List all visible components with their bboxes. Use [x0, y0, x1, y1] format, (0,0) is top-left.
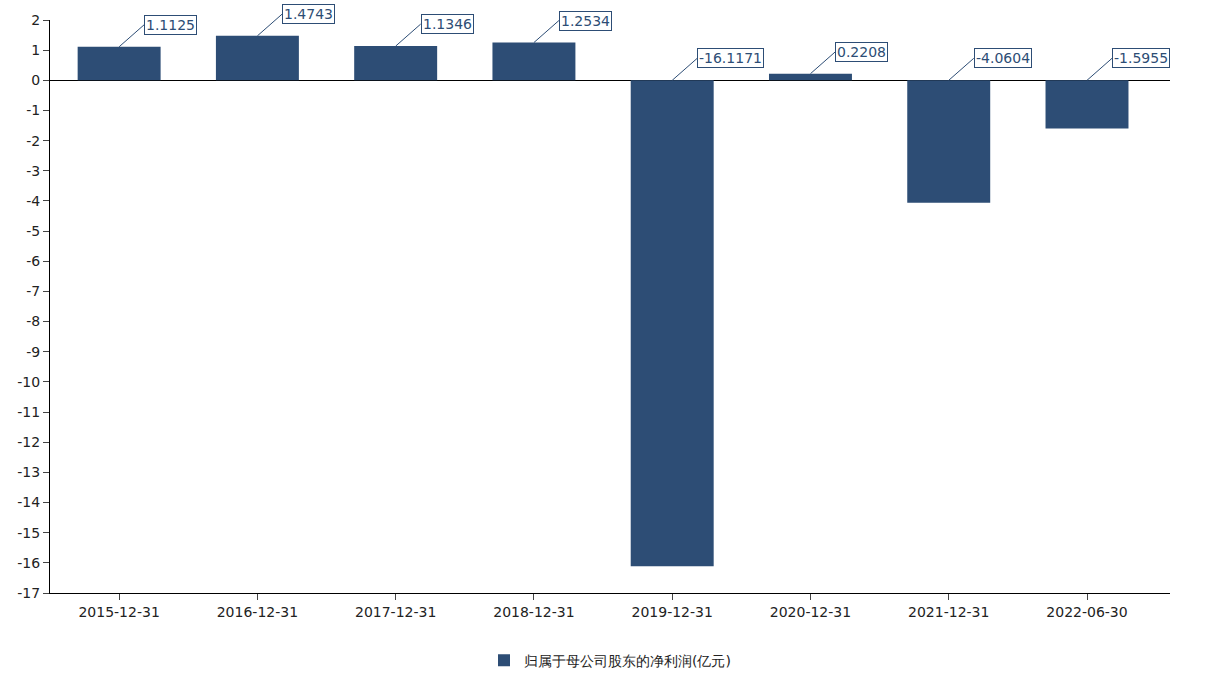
- svg-text:1.1125: 1.1125: [146, 17, 195, 33]
- svg-text:1.1346: 1.1346: [423, 16, 472, 32]
- svg-text:-11: -11: [17, 404, 40, 420]
- svg-text:归属于母公司股东的净利润(亿元): 归属于母公司股东的净利润(亿元): [524, 653, 731, 669]
- svg-text:2: 2: [31, 12, 40, 28]
- svg-text:2022-06-30: 2022-06-30: [1046, 604, 1127, 620]
- svg-text:-5: -5: [26, 223, 40, 239]
- svg-text:1.2534: 1.2534: [561, 13, 610, 29]
- svg-text:-6: -6: [26, 253, 40, 269]
- svg-text:-16: -16: [17, 555, 40, 571]
- svg-text:-14: -14: [17, 494, 40, 510]
- svg-text:-17: -17: [17, 585, 40, 601]
- svg-text:2021-12-31: 2021-12-31: [908, 604, 989, 620]
- svg-text:-4.0604: -4.0604: [976, 50, 1030, 66]
- svg-text:-2: -2: [26, 133, 40, 149]
- svg-text:2016-12-31: 2016-12-31: [217, 604, 298, 620]
- svg-text:-10: -10: [17, 374, 40, 390]
- svg-text:-13: -13: [17, 464, 40, 480]
- svg-text:-12: -12: [17, 434, 40, 450]
- svg-text:2015-12-31: 2015-12-31: [78, 604, 159, 620]
- svg-text:-15: -15: [17, 525, 40, 541]
- svg-text:2019-12-31: 2019-12-31: [632, 604, 713, 620]
- svg-text:-1.5955: -1.5955: [1114, 50, 1168, 66]
- svg-text:2017-12-31: 2017-12-31: [355, 604, 436, 620]
- svg-text:1.4743: 1.4743: [284, 6, 333, 22]
- svg-text:-7: -7: [26, 283, 40, 299]
- svg-text:0: 0: [31, 72, 40, 88]
- svg-text:0.2208: 0.2208: [837, 44, 886, 60]
- svg-text:-1: -1: [26, 102, 40, 118]
- svg-text:-8: -8: [26, 313, 40, 329]
- svg-text:2018-12-31: 2018-12-31: [493, 604, 574, 620]
- svg-text:2020-12-31: 2020-12-31: [770, 604, 851, 620]
- svg-text:-3: -3: [26, 163, 40, 179]
- svg-text:1: 1: [31, 42, 40, 58]
- svg-text:-9: -9: [26, 344, 40, 360]
- svg-text:-16.1171: -16.1171: [699, 50, 762, 66]
- svg-text:-4: -4: [26, 193, 40, 209]
